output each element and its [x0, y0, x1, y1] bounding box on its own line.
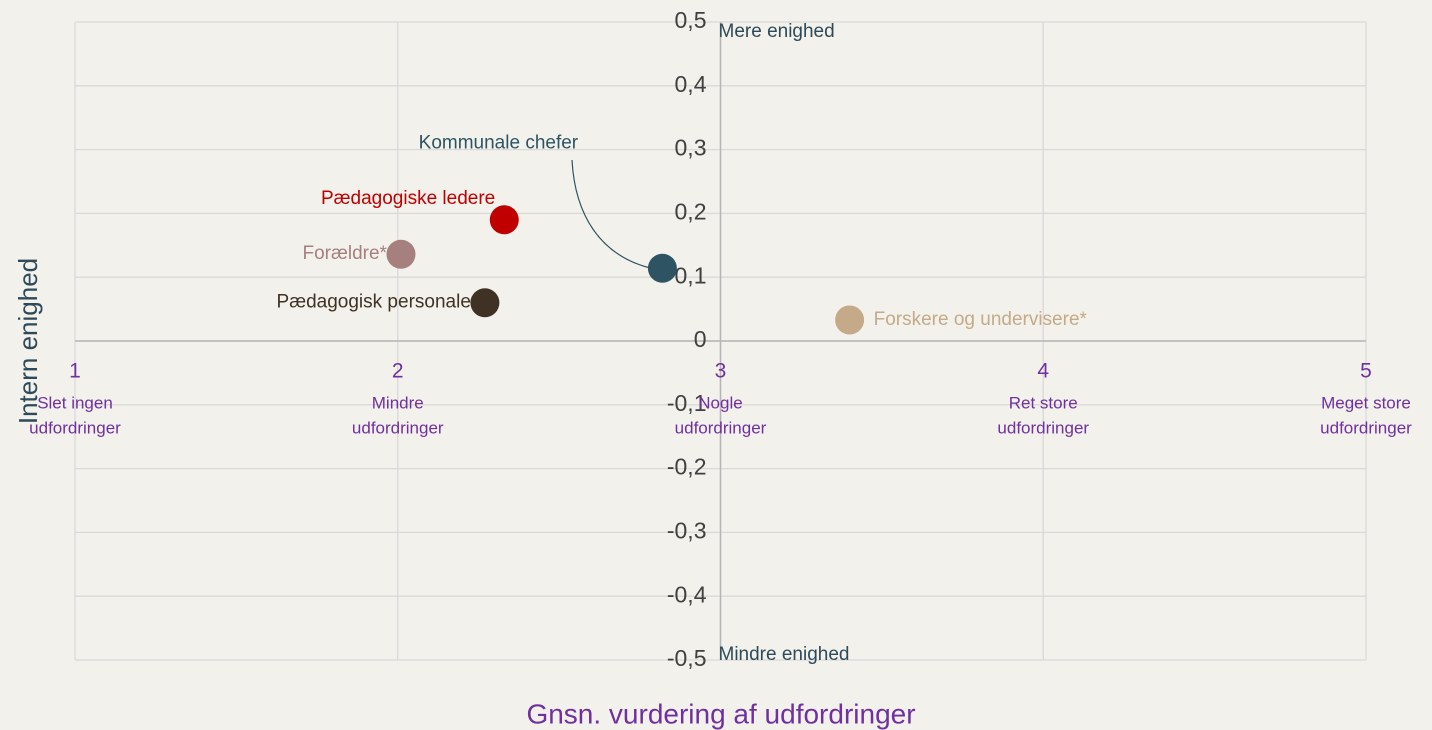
- y-tick-label: -0,4: [667, 581, 707, 607]
- x-tick-description: Meget store: [1321, 393, 1411, 412]
- y-tick-label: 0,4: [675, 71, 707, 97]
- point: [647, 253, 677, 283]
- annotation: Mindre enighed: [719, 644, 850, 665]
- point: [489, 205, 519, 235]
- point-label: Pædagogiske ledere: [321, 188, 495, 209]
- x-tick-description: udfordringer: [352, 418, 444, 437]
- annotation: Mere enighed: [719, 21, 835, 42]
- x-tick-label: 1: [69, 360, 81, 383]
- point: [386, 239, 416, 269]
- y-tick-label: -0,1: [667, 390, 707, 416]
- point-label: Forskere og undervisere*: [874, 309, 1088, 330]
- y-tick-label: -0,3: [667, 517, 707, 543]
- x-axis-label: Gnsn. vurdering af udfordringer: [526, 698, 915, 729]
- y-tick-label: 0,2: [675, 198, 707, 224]
- leader-line: [571, 159, 651, 269]
- point-label: Pædagogisk personale: [277, 292, 471, 313]
- y-tick-label: 0,1: [675, 262, 707, 288]
- y-tick-label: 0: [694, 326, 707, 352]
- y-tick-label: -0,2: [667, 454, 707, 480]
- point: [470, 288, 500, 318]
- x-tick-label: 5: [1360, 360, 1372, 383]
- x-tick-description: udfordringer: [675, 418, 767, 437]
- point: [835, 305, 865, 335]
- x-tick-label: 3: [715, 360, 727, 383]
- x-tick-description: udfordringer: [997, 418, 1089, 437]
- x-tick-description: udfordringer: [29, 418, 121, 437]
- x-tick-description: Nogle: [698, 393, 742, 412]
- y-tick-label: -0,5: [667, 645, 707, 671]
- y-tick-label: 0,3: [675, 135, 707, 161]
- y-tick-label: 0,5: [675, 7, 707, 33]
- point-label: Forældre*: [302, 243, 387, 264]
- point-label: Kommunale chefer: [419, 132, 579, 153]
- x-tick-description: Ret store: [1009, 393, 1078, 412]
- x-tick-label: 2: [392, 360, 404, 383]
- x-tick-label: 4: [1037, 360, 1049, 383]
- y-axis-label: Intern enighed: [13, 258, 43, 424]
- x-tick-description: Mindre: [372, 393, 424, 412]
- x-tick-description: Slet ingen: [37, 393, 113, 412]
- x-tick-description: udfordringer: [1320, 418, 1412, 437]
